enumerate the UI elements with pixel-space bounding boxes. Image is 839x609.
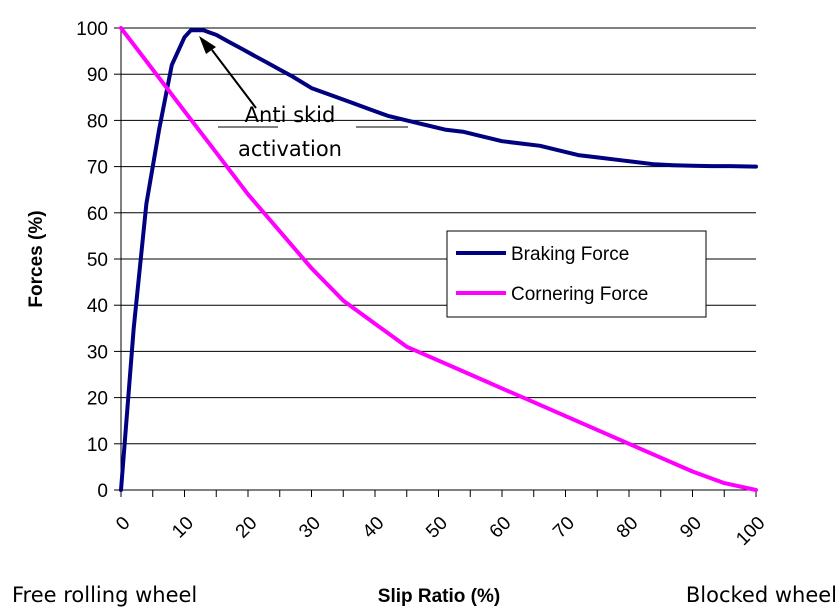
y-tick-label: 40 — [87, 296, 108, 317]
series-braking-force-line — [119, 28, 758, 492]
x-tick-label: 90 — [676, 513, 706, 543]
legend: Braking Force Cornering Force — [446, 230, 707, 318]
series-cornering-force-line — [119, 26, 758, 492]
series-lines — [119, 26, 758, 492]
y-tick-label: 0 — [97, 481, 108, 502]
x-tick-label: 0 — [112, 513, 134, 535]
y-tick-label: 30 — [87, 342, 108, 363]
x-tick-label: 50 — [422, 513, 452, 543]
x-tick-label: 20 — [232, 513, 262, 543]
x-tick-label: 10 — [168, 513, 198, 543]
y-tick-label: 20 — [87, 389, 108, 410]
y-tick-label: 50 — [87, 250, 108, 271]
y-tick-labels: 0 10 20 30 40 50 60 70 80 90 100 — [76, 19, 108, 502]
legend-box — [446, 230, 707, 318]
legend-label-cornering: Cornering Force — [511, 284, 648, 305]
y-tick-label: 90 — [87, 65, 108, 86]
annotation: Anti skid activation — [199, 36, 408, 161]
legend-label-braking: Braking Force — [511, 244, 629, 265]
y-tick-label: 10 — [87, 435, 108, 456]
x-tick-label: 60 — [486, 513, 516, 543]
x-tick-label: 40 — [359, 513, 389, 543]
x-tick-label: 100 — [732, 513, 769, 550]
y-tick-label: 70 — [87, 158, 108, 179]
annotation-arrowhead — [199, 36, 216, 54]
x-tick-labels: 0 10 20 30 40 50 60 70 80 90 100 — [112, 513, 769, 550]
x-tick-label: 70 — [549, 513, 579, 543]
annotation-line-1: Anti skid — [245, 103, 336, 127]
y-axis-title: Forces (%) — [26, 210, 47, 307]
y-tick-label: 60 — [87, 204, 108, 225]
x-tick-label: 80 — [613, 513, 643, 543]
x-tick-label: 30 — [295, 513, 325, 543]
annotation-arrow-shaft — [211, 49, 257, 109]
blocked-wheel-label: Blocked wheel — [686, 583, 837, 607]
y-tick-label: 80 — [87, 111, 108, 132]
y-tick-label: 100 — [76, 19, 108, 40]
annotation-line-2: activation — [238, 137, 342, 161]
free-rolling-wheel-label: Free rolling wheel — [12, 583, 197, 607]
x-axis-title: Slip Ratio (%) — [378, 586, 500, 607]
